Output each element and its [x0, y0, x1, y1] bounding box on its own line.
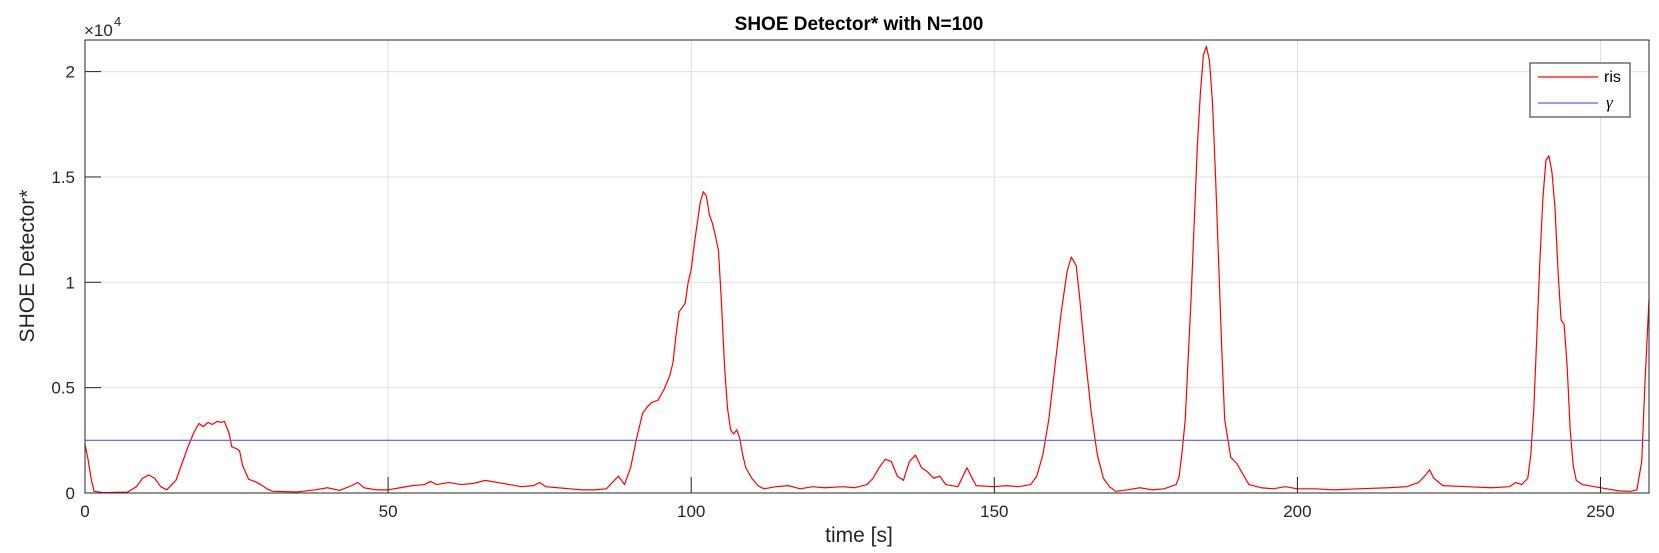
x-tick-label: 250 — [1586, 502, 1614, 521]
series-layer — [84, 45, 1650, 494]
chart-title: SHOE Detector* with N=100 — [735, 14, 984, 35]
plot-frame — [84, 39, 1650, 494]
plot-background — [85, 40, 1649, 493]
series-line-ris — [84, 45, 1650, 494]
x-tick-label: 100 — [677, 502, 705, 521]
y-tick-label: 2 — [66, 63, 75, 82]
x-tick-label: 200 — [1283, 502, 1311, 521]
y-tick-label: 0 — [66, 484, 75, 503]
ticks: 0 50 100 150 200 250 0 0.5 1 1.5 2 — [51, 63, 1614, 521]
x-tick-label: 0 — [80, 502, 89, 521]
y-tick-label: 1.5 — [51, 168, 75, 187]
y-exponent-label: ×10 4 — [84, 14, 121, 40]
y-axis-label: SHOE Detector* — [16, 190, 39, 343]
legend-box — [1529, 62, 1631, 118]
legend: ris γ — [1529, 62, 1631, 118]
x-tick-label: 50 — [379, 502, 398, 521]
y-tick-label: 0.5 — [51, 379, 75, 398]
y-tick-label: 1 — [66, 273, 75, 292]
legend-label-ris: ris — [1604, 69, 1621, 86]
y-exponent-power: 4 — [114, 14, 121, 29]
x-tick-label: 150 — [980, 502, 1008, 521]
legend-label-gamma: γ — [1606, 93, 1614, 112]
x-axis-label: time [s] — [825, 524, 893, 547]
y-exponent-base: ×10 — [84, 21, 113, 40]
